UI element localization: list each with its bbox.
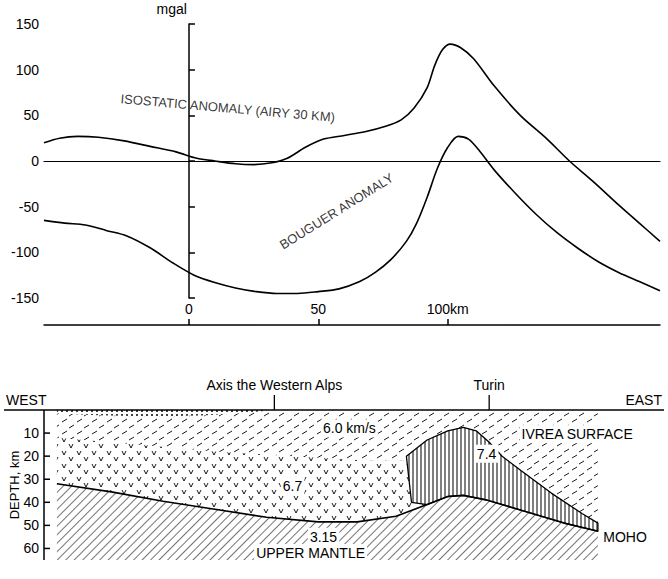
svg-text:6.7: 6.7 xyxy=(283,478,303,494)
svg-text:UPPER MANTLE: UPPER MANTLE xyxy=(256,545,365,561)
svg-text:60: 60 xyxy=(23,540,39,556)
svg-text:-150: -150 xyxy=(11,290,39,306)
svg-text:7.4: 7.4 xyxy=(477,446,497,462)
svg-text:IVREA SURFACE: IVREA SURFACE xyxy=(522,426,633,442)
svg-text:ISOSTATIC ANOMALY (AIRY 30 KM): ISOSTATIC ANOMALY (AIRY 30 KM) xyxy=(120,91,336,125)
svg-text:100km: 100km xyxy=(427,301,469,317)
svg-text:-100: -100 xyxy=(11,244,39,260)
svg-text:6.0 km/s: 6.0 km/s xyxy=(323,420,376,436)
svg-text:150: 150 xyxy=(16,16,40,32)
svg-text:100: 100 xyxy=(16,62,40,78)
svg-text:50: 50 xyxy=(23,107,39,123)
svg-text:50: 50 xyxy=(23,517,39,533)
svg-text:40: 40 xyxy=(23,494,39,510)
svg-text:Turin: Turin xyxy=(473,377,504,393)
svg-text:mgal: mgal xyxy=(157,1,187,17)
svg-text:BOUGUER ANOMALY: BOUGUER ANOMALY xyxy=(277,170,397,252)
svg-text:0: 0 xyxy=(185,301,193,317)
svg-text:30: 30 xyxy=(23,471,39,487)
svg-text:50: 50 xyxy=(311,301,327,317)
svg-text:0: 0 xyxy=(31,153,39,169)
svg-text:10: 10 xyxy=(23,425,39,441)
svg-text:DEPTH, km: DEPTH, km xyxy=(7,451,22,520)
svg-text:Axis the Western Alps: Axis the Western Alps xyxy=(206,377,342,393)
svg-text:3.15: 3.15 xyxy=(310,529,337,545)
svg-text:EAST: EAST xyxy=(625,392,662,408)
svg-text:20: 20 xyxy=(23,448,39,464)
svg-text:WEST: WEST xyxy=(6,392,47,408)
svg-text:MOHO: MOHO xyxy=(603,529,647,545)
svg-text:-50: -50 xyxy=(19,199,39,215)
